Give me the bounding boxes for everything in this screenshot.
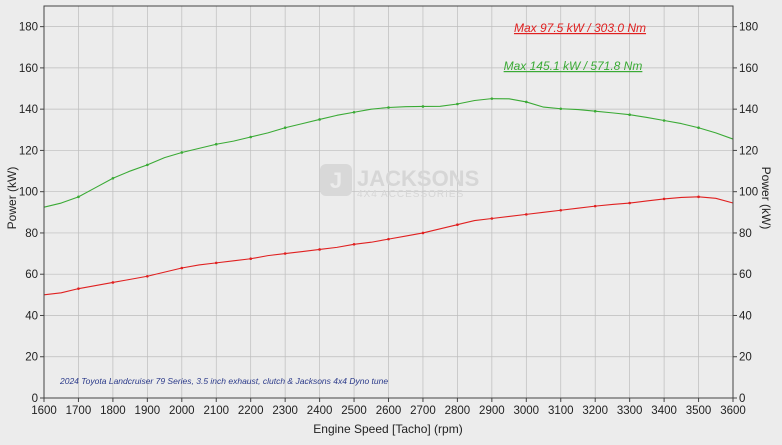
series-1 [43, 195, 734, 296]
y-tick-label-right: 80 [739, 228, 752, 240]
x-tick-label: 2700 [410, 405, 436, 417]
data-point [111, 176, 115, 180]
x-tick-label: 3400 [651, 405, 677, 417]
y-tick-label-left: 40 [25, 310, 38, 322]
data-point [628, 201, 631, 205]
x-tick-label: 1900 [135, 405, 161, 417]
max-annotation-red: Max 97.5 kW / 303.0 Nm [514, 21, 646, 35]
axes: 1600 1700 1800 1900 2000 2100 2200 2300 2400 2500… [19, 22, 758, 417]
data-point [456, 223, 459, 226]
watermark-logo-icon [320, 164, 352, 196]
x-tick-label: 2200 [238, 405, 264, 417]
x-tick-label: 3600 [720, 405, 746, 417]
x-tick-label: 1700 [66, 405, 92, 417]
data-point [111, 281, 115, 284]
data-point [146, 163, 149, 167]
y-tick-label-right: 120 [739, 145, 758, 157]
x-tick-label: 3100 [548, 405, 574, 417]
data-point [249, 257, 252, 261]
data-point [283, 252, 287, 255]
data-point [525, 100, 528, 104]
watermark-brand: JACKSONS [357, 166, 479, 191]
y-tick-label-left: 100 [19, 187, 38, 199]
data-point [352, 242, 356, 246]
series-layer [43, 97, 734, 296]
data-point [697, 195, 700, 199]
x-tick-label: 3200 [582, 405, 608, 417]
data-point [593, 204, 597, 208]
y-tick-label-right: 20 [739, 352, 752, 364]
y-tick-label-left: 160 [19, 63, 38, 75]
data-point [146, 274, 149, 278]
data-point [387, 106, 390, 109]
x-tick-label: 1800 [100, 405, 126, 417]
data-point [490, 97, 494, 100]
y-tick-label-right: 0 [739, 393, 745, 405]
y-tick-label-right: 180 [739, 22, 758, 34]
watermark: J JACKSONS 4X4 ACCESSORIES [320, 164, 479, 200]
series-0 [43, 97, 734, 208]
x-axis-label: Engine Speed [Tacho] (rpm) [313, 422, 462, 436]
y-tick-label-left: 80 [25, 228, 38, 240]
y-tick-label-left: 120 [19, 145, 38, 157]
x-tick-label: 3300 [617, 405, 643, 417]
data-point [318, 118, 321, 121]
data-point [525, 213, 528, 216]
data-point [180, 266, 184, 270]
x-tick-label: 2800 [445, 405, 471, 417]
data-point [662, 197, 666, 201]
data-point [662, 119, 666, 122]
x-tick-label: 2900 [479, 405, 505, 417]
y-tick-label-left: 20 [25, 352, 38, 364]
data-point [593, 109, 597, 113]
data-point [352, 110, 356, 114]
data-point [214, 142, 218, 146]
x-tick-label: 2600 [376, 405, 402, 417]
x-tick-label: 2000 [169, 405, 195, 417]
x-tick-label: 2500 [341, 405, 367, 417]
watermark-logo-glyph: J [330, 168, 342, 193]
y-tick-label-right: 140 [739, 104, 758, 116]
y-tick-label-right: 160 [739, 63, 758, 75]
data-point [77, 287, 80, 290]
data-point [697, 126, 700, 130]
x-tick-label: 2400 [307, 405, 333, 417]
y-tick-label-left: 140 [19, 104, 38, 116]
y-tick-label-right: 100 [739, 187, 758, 199]
watermark-tagline: 4X4 ACCESSORIES [357, 189, 464, 200]
data-point [490, 217, 494, 220]
x-tick-label: 2100 [203, 405, 229, 417]
y-axis-label-right: Power (kW) [759, 167, 773, 230]
y-tick-label-left: 0 [32, 393, 38, 405]
data-point [421, 231, 425, 235]
data-point [180, 151, 184, 154]
y-tick-label-left: 60 [25, 269, 38, 281]
footnote: 2024 Toyota Landcruiser 79 Series, 3.5 i… [59, 376, 388, 386]
data-point [283, 126, 287, 130]
max-annotation-green: Max 145.1 kW / 571.8 Nm [504, 59, 643, 73]
data-point [421, 105, 425, 108]
data-point [318, 248, 321, 251]
data-point [214, 261, 218, 265]
data-point [559, 208, 563, 212]
y-tick-label-right: 60 [739, 269, 752, 281]
data-point [249, 135, 252, 139]
data-point [77, 195, 80, 199]
y-tick-label-left: 180 [19, 22, 38, 34]
x-tick-label: 3000 [514, 405, 540, 417]
y-axis-label-left: Power (kW) [5, 167, 19, 230]
y-tick-label-right: 40 [739, 310, 752, 322]
x-tick-label: 1600 [31, 405, 57, 417]
x-tick-label: 2300 [272, 405, 298, 417]
data-point [559, 107, 563, 111]
x-tick-label: 3500 [686, 405, 712, 417]
data-point [387, 237, 390, 241]
data-point [628, 113, 631, 117]
data-point [456, 102, 459, 106]
